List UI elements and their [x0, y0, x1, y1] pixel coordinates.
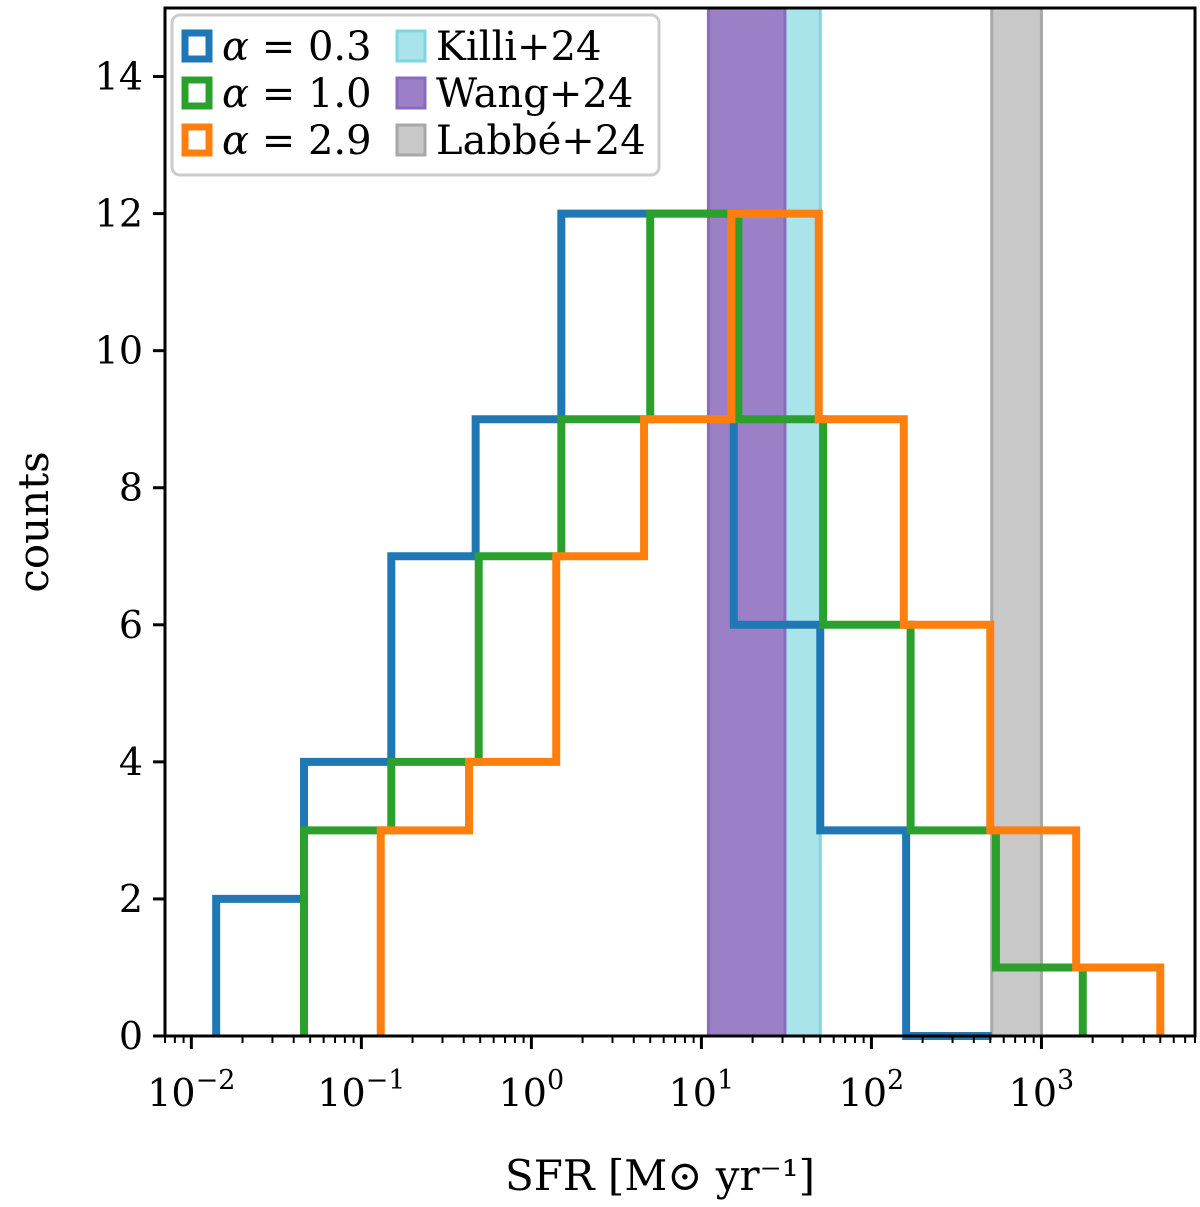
- legend-swatch: [181, 29, 213, 63]
- x-axis-ticks: 10−2 10−1 100 101 102 103: [147, 1036, 1196, 1115]
- legend-label: α = 2.9: [222, 118, 372, 164]
- y-tick-label: 12: [95, 192, 143, 236]
- legend-swatch: [395, 123, 427, 157]
- axes-frame: [163, 6, 1197, 1038]
- legend-label: α = 0.3: [222, 24, 372, 70]
- x-axis-label: SFR [M⊙ yr⁻¹]: [505, 1151, 815, 1200]
- y-axis-ticks: 0 2 4 6 8 10 12 14: [95, 55, 165, 1058]
- y-tick-label: 6: [119, 603, 143, 647]
- legend-swatch: [395, 29, 427, 63]
- y-axis-label: counts: [9, 451, 58, 592]
- x-tick-label: 100: [499, 1065, 565, 1115]
- legend-swatch: [181, 123, 213, 157]
- y-tick-label: 4: [119, 740, 143, 784]
- x-tick-label: 101: [669, 1065, 735, 1115]
- band-wang-24: [706, 6, 787, 1038]
- x-tick-label: 103: [1009, 1065, 1075, 1115]
- legend-label: Killi+24: [436, 24, 601, 70]
- histogram-series: [212, 209, 1165, 1040]
- legend-label: Wang+24: [436, 71, 633, 117]
- legend-label: α = 1.0: [222, 71, 372, 117]
- y-tick-label: 8: [119, 466, 143, 510]
- x-tick-label: 102: [839, 1065, 905, 1115]
- legend-swatch: [395, 76, 427, 110]
- x-tick-label: 10−1: [317, 1065, 405, 1115]
- y-tick-label: 14: [95, 55, 143, 99]
- y-tick-label: 2: [119, 877, 143, 921]
- y-tick-label: 10: [95, 329, 143, 373]
- x-tick-label: 10−2: [147, 1065, 235, 1115]
- histogram-series-1: [212, 209, 992, 1040]
- legend-label: Labbé+24: [436, 118, 646, 164]
- band-labb-24: [990, 6, 1043, 1038]
- legend: α = 0.3α = 1.0α = 2.9 Killi+24Wang+24Labb…: [170, 13, 661, 177]
- legend-swatch: [181, 76, 213, 110]
- y-tick-label: 0: [119, 1014, 143, 1058]
- histogram-series-3: [376, 209, 1165, 1036]
- histogram-series-2: [300, 209, 1087, 1036]
